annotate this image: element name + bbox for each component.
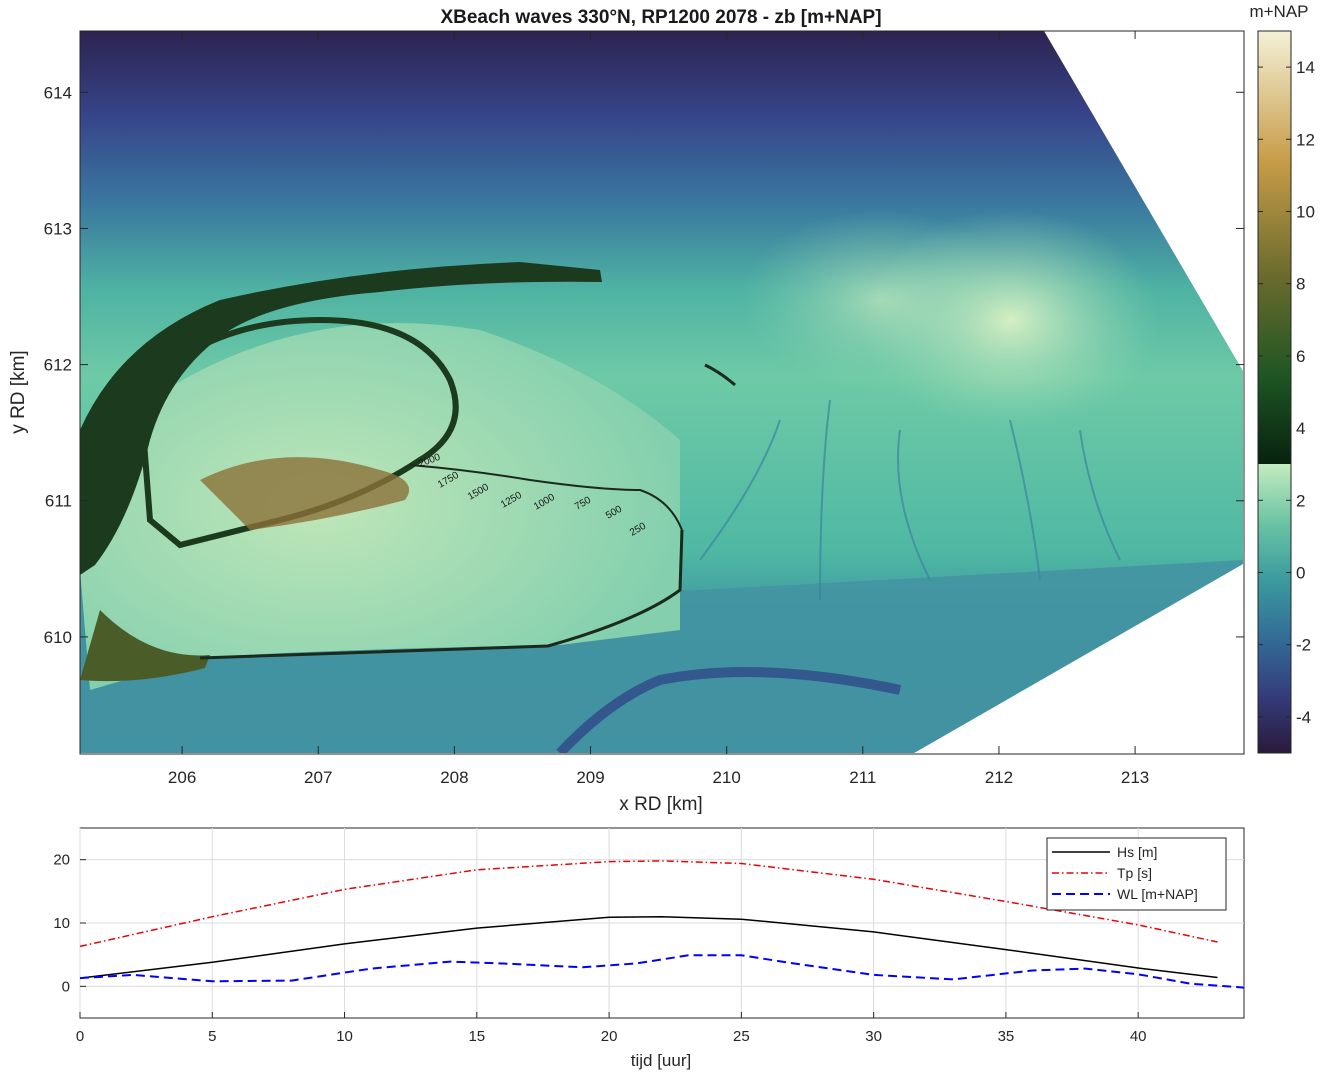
- map-y-tick-label: 611: [45, 492, 72, 511]
- legend-label-tp: Tp [s]: [1117, 865, 1152, 881]
- timeseries-x-tick-label: 10: [336, 1028, 353, 1045]
- timeseries-x-ticks: 0 5 10 15 20 25 30 35 40: [76, 1012, 1147, 1045]
- map-x-tick-label: 213: [1121, 768, 1149, 787]
- timeseries-x-axis-label: tijd [uur]: [631, 1051, 691, 1070]
- timeseries-x-tick-label: 40: [1130, 1028, 1147, 1045]
- colorbar-tick-label: 6: [1296, 347, 1305, 366]
- series-line-0: [79, 915, 1218, 979]
- map-x-tick-label: 208: [440, 768, 468, 787]
- colorbar-ticks: -4 -2 0 2 4 6 8 10 12 14: [1258, 58, 1315, 727]
- map-x-tick-label: 209: [576, 768, 604, 787]
- map-y-tick-label: 612: [44, 356, 72, 375]
- colorbar-tick-label: 4: [1296, 419, 1305, 438]
- timeseries-legend: Hs [m] Tp [s] WL [m+NAP]: [1046, 837, 1227, 911]
- legend-label-hs: Hs [m]: [1117, 844, 1157, 860]
- map-y-tick-label: 610: [44, 628, 72, 647]
- timeseries-y-tick-label: 20: [53, 852, 70, 869]
- colorbar-tick-label: -4: [1296, 708, 1311, 727]
- map-x-ticks: 206 207 208 209 210 211 212 213: [168, 31, 1149, 787]
- timeseries-x-tick-label: 20: [601, 1028, 618, 1045]
- bathymetry-field: [80, 31, 1243, 753]
- map-title: XBeach waves 330°N, RP1200 2078 - zb [m+…: [440, 7, 881, 28]
- colorbar-tick-label: 0: [1296, 564, 1305, 583]
- legend-box: [1046, 837, 1227, 911]
- map-x-tick-label: 212: [985, 768, 1013, 787]
- timeseries-x-tick-label: 30: [865, 1028, 882, 1045]
- colorbar: [1257, 30, 1292, 754]
- map-x-tick-label: 206: [168, 768, 196, 787]
- timeseries-x-tick-label: 5: [208, 1028, 216, 1045]
- colorbar-tick-label: 12: [1296, 130, 1315, 149]
- map-y-ticks: 610 611 612 613 614: [44, 83, 1244, 647]
- colorbar-label: m+NAP: [1249, 2, 1308, 21]
- colorbar-tick-label: -2: [1296, 636, 1311, 655]
- colorbar-tick-label: 8: [1296, 275, 1305, 294]
- timeseries-x-tick-label: 15: [468, 1028, 485, 1045]
- timeseries-x-tick-label: 35: [998, 1028, 1015, 1045]
- timeseries-lines: [79, 860, 1245, 989]
- timeseries-x-tick-label: 25: [733, 1028, 750, 1045]
- map-x-tick-label: 207: [304, 768, 332, 787]
- map-y-tick-label: 614: [44, 83, 72, 102]
- colorbar-tick-label: 2: [1296, 491, 1305, 510]
- timeseries-x-tick-label: 0: [76, 1028, 84, 1045]
- map-axes-frame: [79, 30, 1245, 755]
- map-x-tick-label: 210: [712, 768, 740, 787]
- map-y-axis-label: y RD [km]: [8, 350, 29, 433]
- series-line-2: [79, 954, 1245, 989]
- colorbar-tick-label: 10: [1296, 203, 1315, 222]
- timeseries-y-ticks: 0 10 20: [53, 852, 86, 995]
- colorbar-tick-label: 14: [1296, 58, 1315, 77]
- timeseries-y-tick-label: 0: [62, 978, 70, 995]
- map-x-axis-label: x RD [km]: [619, 794, 702, 815]
- map-y-tick-label: 613: [44, 219, 72, 238]
- map-x-tick-label: 211: [849, 768, 876, 787]
- legend-label-wl: WL [m+NAP]: [1117, 886, 1198, 902]
- timeseries-y-tick-label: 10: [53, 915, 70, 932]
